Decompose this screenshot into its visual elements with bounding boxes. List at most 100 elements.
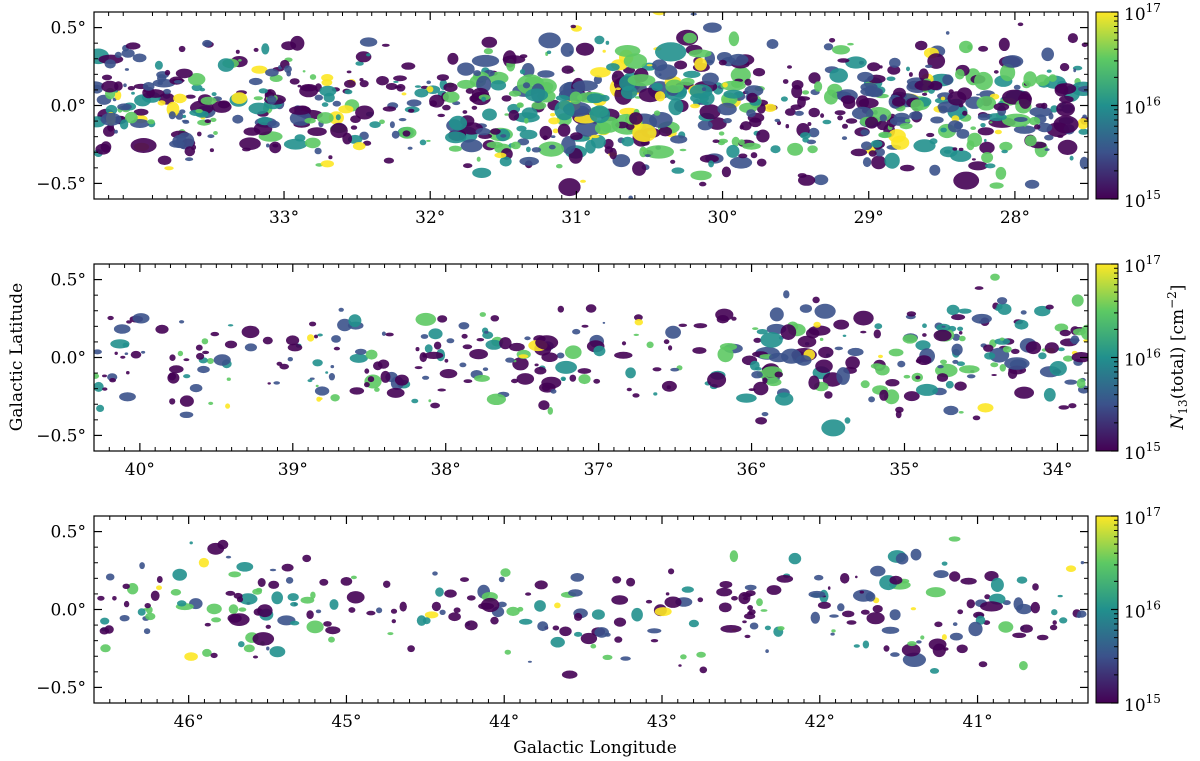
emission-blob xyxy=(696,651,706,658)
x-tick-label: 45° xyxy=(331,712,361,732)
emission-blob xyxy=(847,42,854,46)
emission-blob xyxy=(895,410,902,419)
emission-blob xyxy=(179,411,194,418)
emission-blob xyxy=(665,592,670,596)
emission-blob xyxy=(688,49,712,58)
emission-blob xyxy=(399,601,407,612)
emission-blob xyxy=(813,174,829,186)
emission-blob xyxy=(408,108,415,113)
emission-blob xyxy=(535,335,559,350)
emission-blob xyxy=(96,404,105,412)
emission-blob xyxy=(949,632,963,641)
emission-blob xyxy=(519,156,539,166)
emission-blob xyxy=(550,135,556,139)
emission-blob xyxy=(867,62,881,72)
emission-blob xyxy=(482,108,497,121)
emission-blob xyxy=(885,379,900,387)
emission-blob xyxy=(289,105,311,115)
emission-blob xyxy=(253,47,259,52)
emission-blob xyxy=(742,620,747,624)
emission-blob xyxy=(628,195,633,199)
emission-blob xyxy=(261,43,270,55)
emission-blob xyxy=(909,111,923,120)
emission-blob xyxy=(925,64,933,69)
y-axis-label: Galactic Latitude xyxy=(7,283,27,431)
emission-blob xyxy=(1070,335,1080,345)
emission-blob xyxy=(989,121,993,124)
emission-blob xyxy=(829,614,839,618)
x-tick-label: 36° xyxy=(736,460,766,480)
emission-blob xyxy=(627,74,656,87)
emission-blob xyxy=(273,381,281,385)
emission-blob xyxy=(703,22,722,33)
colorbar-label-middle: (total) [cm xyxy=(1168,309,1188,399)
emission-blob xyxy=(799,132,811,139)
x-tick-label: 28° xyxy=(1000,208,1030,228)
emission-blob xyxy=(763,103,777,112)
emission-blob xyxy=(663,339,670,345)
emission-blob xyxy=(812,296,820,304)
emission-blob xyxy=(406,99,422,107)
emission-blob xyxy=(172,568,187,581)
emission-blob xyxy=(918,68,929,81)
emission-blob xyxy=(534,580,548,590)
emission-blob xyxy=(936,373,949,382)
emission-blob xyxy=(906,311,917,317)
emission-blob xyxy=(653,110,661,116)
emission-blob xyxy=(1000,337,1005,341)
emission-blob xyxy=(460,139,483,153)
emission-blob xyxy=(814,81,823,92)
emission-blob xyxy=(1025,341,1042,355)
emission-blob xyxy=(207,134,215,139)
y-tick-label: 0.5° xyxy=(50,271,86,291)
emission-blob xyxy=(168,111,176,120)
emission-blob xyxy=(252,588,262,595)
emission-blob xyxy=(355,51,372,63)
emission-blob xyxy=(670,135,688,144)
emission-blob xyxy=(901,643,921,657)
emission-blob xyxy=(127,86,136,91)
emission-blob xyxy=(749,622,759,630)
emission-blob xyxy=(693,323,708,329)
emission-blob xyxy=(462,344,473,350)
emission-blob xyxy=(972,415,981,421)
emission-blob xyxy=(632,123,657,142)
emission-blob xyxy=(1020,310,1027,315)
emission-blob xyxy=(476,156,481,162)
emission-blob xyxy=(189,541,193,545)
emission-blob xyxy=(888,348,904,357)
emission-blob xyxy=(444,358,449,363)
panel-2-colorbar: 1015 1016 1017 xyxy=(1095,253,1161,464)
emission-blob xyxy=(974,286,984,290)
emission-blob xyxy=(824,391,833,399)
emission-blob xyxy=(272,143,279,148)
x-tick-label: 44° xyxy=(489,712,519,732)
emission-blob xyxy=(645,599,653,604)
emission-blob xyxy=(575,121,601,137)
emission-blob xyxy=(105,104,118,115)
emission-blob xyxy=(464,620,478,631)
emission-blob xyxy=(238,59,242,62)
emission-blob xyxy=(420,334,429,339)
emission-blob xyxy=(990,362,999,368)
emission-blob xyxy=(265,624,271,629)
emission-blob xyxy=(554,100,575,121)
emission-blob xyxy=(940,127,947,133)
emission-blob xyxy=(649,112,673,128)
emission-blob xyxy=(439,369,458,379)
emission-blob xyxy=(904,118,911,123)
emission-blob xyxy=(959,365,980,374)
emission-blob xyxy=(424,344,433,353)
emission-blob xyxy=(808,127,820,138)
emission-blob xyxy=(860,330,867,334)
emission-blob xyxy=(699,154,719,163)
emission-blob xyxy=(232,114,244,124)
emission-blob xyxy=(552,128,559,134)
emission-blob xyxy=(774,118,781,123)
emission-blob xyxy=(910,548,922,561)
emission-blob xyxy=(1057,139,1078,155)
emission-blob xyxy=(644,154,651,158)
emission-blob xyxy=(1056,101,1075,117)
emission-blob xyxy=(349,353,368,363)
emission-blob xyxy=(1057,347,1065,352)
